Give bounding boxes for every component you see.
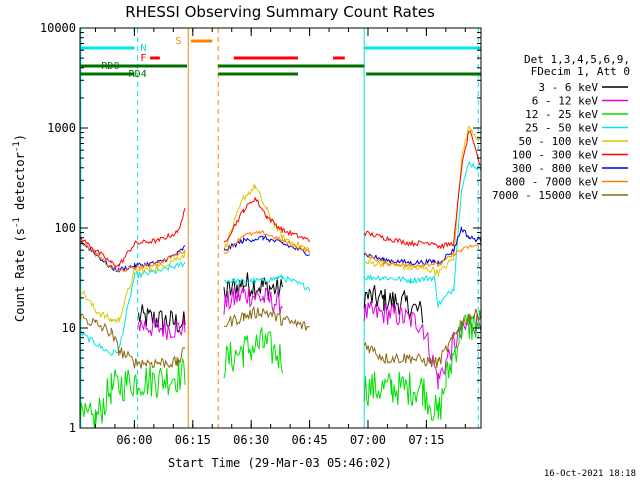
footer-date: 16-Oct-2021 18:18 bbox=[544, 469, 636, 479]
legend-item-label: 300 - 800 keV bbox=[512, 162, 598, 175]
y-axis-label: Count Rate (s-1 detector-1) bbox=[12, 134, 27, 322]
flag-label-RD0: RD0 bbox=[101, 61, 119, 72]
series-line bbox=[79, 161, 482, 357]
legend-detector-info: FDecim 1, Att 0 bbox=[531, 65, 630, 78]
y-tick-label: 100 bbox=[54, 221, 76, 235]
x-tick-label: 06:00 bbox=[116, 433, 152, 447]
y-tick-label: 10 bbox=[62, 321, 76, 335]
x-tick-label: 07:15 bbox=[408, 433, 444, 447]
flag-label-S: S bbox=[175, 36, 181, 47]
flag-label-N: N bbox=[140, 43, 146, 54]
series-line bbox=[79, 310, 482, 429]
series-line bbox=[79, 230, 482, 273]
legend: Det 1,3,4,5,6,9,FDecim 1, Att 0 3 - 6 keV… bbox=[492, 53, 630, 202]
x-axis-label: Start Time (29-Mar-03 05:46:02) bbox=[168, 456, 392, 470]
y-tick-label: 1000 bbox=[47, 121, 76, 135]
chart-title: RHESSI Observing Summary Count Rates bbox=[125, 3, 435, 21]
legend-item-label: 12 - 25 keV bbox=[525, 108, 598, 121]
legend-item-label: 25 - 50 keV bbox=[525, 122, 598, 135]
y-tick-label: 1 bbox=[69, 421, 76, 435]
x-tick-label: 07:00 bbox=[350, 433, 386, 447]
x-tick-label: 06:15 bbox=[175, 433, 211, 447]
x-tick-label: 06:30 bbox=[233, 433, 269, 447]
x-tick-label: 06:45 bbox=[292, 433, 328, 447]
legend-item-label: 800 - 7000 keV bbox=[505, 176, 598, 189]
legend-item-label: 3 - 6 keV bbox=[538, 81, 598, 94]
legend-detector-info: Det 1,3,4,5,6,9, bbox=[524, 53, 630, 66]
legend-item-label: 6 - 12 keV bbox=[532, 95, 599, 108]
legend-item-label: 7000 - 15000 keV bbox=[492, 189, 598, 202]
flag-label-F: F bbox=[140, 53, 146, 64]
series-line bbox=[79, 305, 482, 369]
flag-label-RD4: RD4 bbox=[129, 69, 147, 80]
legend-item-label: 100 - 300 keV bbox=[512, 149, 598, 162]
series-line bbox=[137, 272, 424, 333]
legend-item-label: 50 - 100 keV bbox=[519, 135, 599, 148]
series-line bbox=[79, 130, 482, 268]
y-tick-label: 10000 bbox=[40, 21, 76, 35]
